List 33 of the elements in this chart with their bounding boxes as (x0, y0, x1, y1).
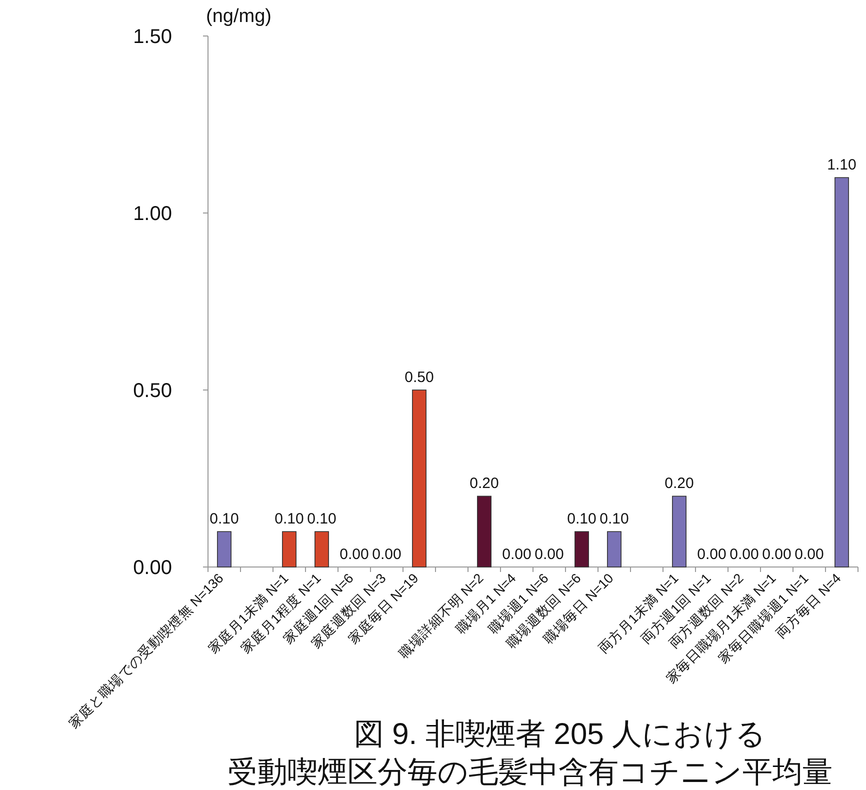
data-label: 0.10 (307, 510, 336, 528)
text: 図 9. 非喫煙者 205 人における (354, 718, 766, 751)
y-tick-label: 0.00 (133, 557, 172, 579)
bar (574, 531, 589, 568)
data-label: 0.50 (404, 369, 434, 386)
data-label: 0.10 (210, 510, 239, 528)
data-label: 0.20 (470, 475, 499, 492)
data-label: 0.00 (372, 546, 402, 563)
data-label: 0.00 (762, 546, 792, 563)
y-axis-title: (ng/mg) (206, 6, 272, 27)
data-label: 0.10 (567, 510, 596, 528)
bar (477, 496, 492, 568)
bar (672, 496, 686, 568)
bar (607, 531, 622, 568)
data-label: 0.00 (794, 546, 824, 563)
y-tick-label: 1.00 (133, 203, 172, 225)
y-tick-label: 1.50 (133, 26, 172, 48)
y-tick-label: 0.50 (133, 380, 172, 402)
bar (834, 177, 849, 568)
bar (217, 531, 232, 568)
bar (282, 531, 296, 568)
data-label: 0.10 (274, 510, 304, 528)
text: 受動喫煙区分毎の毛髪中含有コチニン平均量 (228, 756, 832, 789)
data-label: 0.00 (502, 546, 532, 563)
data-label: 0.20 (664, 475, 694, 492)
data-label: 0.00 (534, 546, 564, 563)
data-label: 0.00 (340, 546, 369, 563)
data-label: 0.00 (697, 546, 726, 563)
bar (412, 390, 426, 568)
bar (314, 531, 329, 568)
data-label: 1.10 (827, 156, 856, 174)
data-label: 0.00 (730, 546, 759, 563)
data-label: 0.10 (600, 510, 629, 528)
